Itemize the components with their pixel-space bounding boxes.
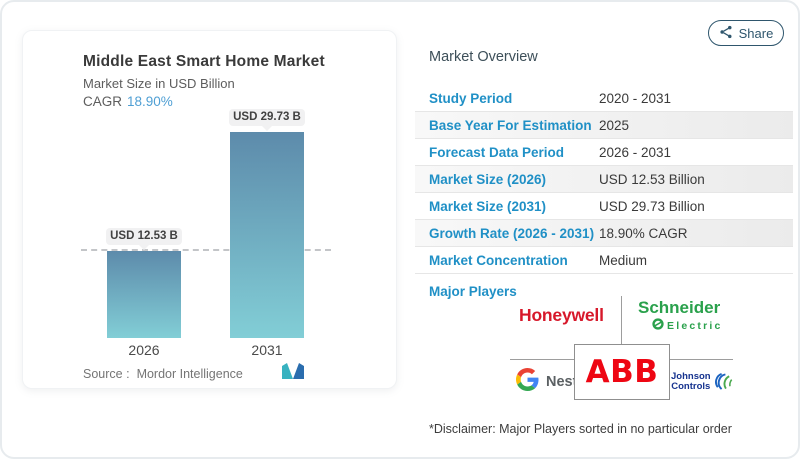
x-axis-label-2031: 2031	[251, 342, 283, 358]
chart-title: Middle East Smart Home Market	[83, 53, 325, 70]
bar-2031	[230, 132, 304, 338]
bar-value-label-2031: USD 29.73 B	[229, 109, 305, 131]
major-players-label: Major Players	[429, 284, 517, 299]
schneider-wordmark: Schneider	[638, 298, 721, 317]
row-label: Base Year For Estimation	[429, 117, 592, 133]
table-row: Market Concentration Medium	[415, 247, 793, 274]
chart-card: Middle East Smart Home Market Market Siz…	[22, 30, 397, 389]
johnson-controls-logo: Johnson Controls	[671, 372, 733, 396]
row-value: USD 29.73 Billion	[599, 198, 705, 214]
row-label: Study Period	[429, 90, 513, 106]
bar-value-label-2026: USD 12.53 B	[106, 228, 182, 250]
x-axis-label-2026: 2026	[128, 342, 160, 358]
table-row: Study Period 2020 - 2031	[415, 85, 793, 112]
source-name: Mordor Intelligence	[136, 367, 243, 381]
row-value: 18.90% CAGR	[599, 225, 688, 241]
connector-line-right	[670, 359, 733, 360]
share-button[interactable]: Share	[708, 20, 784, 46]
bar-2026	[107, 251, 181, 338]
table-row: Market Size (2026) USD 12.53 Billion	[415, 166, 793, 193]
schneider-electric-logo: Schneider Electric	[638, 298, 723, 335]
row-label: Market Size (2031)	[429, 198, 547, 214]
panel-heading: Market Overview	[429, 49, 538, 65]
disclaimer-text: *Disclaimer: Major Players sorted in no …	[429, 422, 732, 436]
schneider-ring-icon	[652, 317, 664, 335]
row-value: 2025	[599, 117, 630, 133]
source-line: Source : Mordor Intelligence	[83, 367, 243, 381]
google-nest-logo: Nest	[516, 368, 577, 396]
table-row: Growth Rate (2026 - 2031) 18.90% CAGR	[415, 220, 793, 247]
row-value: Medium	[599, 252, 648, 268]
share-button-label: Share	[738, 25, 774, 41]
share-icon	[719, 25, 733, 42]
cagr-value: 18.90%	[127, 94, 173, 109]
row-value: 2020 - 2031	[599, 90, 672, 106]
nest-wordmark: Nest	[546, 374, 578, 390]
cagr-label: CAGR	[83, 94, 123, 109]
controls-text: Controls	[671, 381, 711, 392]
chart-subtitle: Market Size in USD Billion	[83, 76, 235, 91]
johnson-controls-globe-icon	[714, 372, 733, 396]
abb-logo: ABB	[574, 344, 670, 400]
connector-line-vertical	[621, 296, 622, 344]
connector-line-left	[510, 359, 574, 360]
row-value: USD 12.53 Billion	[599, 171, 705, 187]
google-g-icon	[516, 368, 539, 396]
abb-wordmark: ABB	[585, 353, 659, 390]
reference-line	[81, 249, 331, 251]
honeywell-logo: Honeywell	[519, 305, 604, 325]
table-row: Market Size (2031) USD 29.73 Billion	[415, 193, 793, 220]
table-row: Forecast Data Period 2026 - 2031	[415, 139, 793, 166]
source-label: Source :	[83, 367, 130, 381]
table-row: Base Year For Estimation 2025	[415, 112, 793, 139]
row-label: Market Concentration	[429, 252, 568, 268]
johnson-text: Johnson	[671, 371, 711, 382]
row-label: Market Size (2026)	[429, 171, 547, 187]
row-label: Growth Rate (2026 - 2031)	[429, 225, 595, 241]
row-label: Forecast Data Period	[429, 144, 565, 160]
chart-cagr: CAGR 18.90%	[83, 94, 173, 109]
overview-table: Study Period 2020 - 2031 Base Year For E…	[415, 85, 793, 274]
row-value: 2026 - 2031	[599, 144, 672, 160]
mordor-intelligence-logo-icon	[281, 363, 305, 385]
schneider-electric-text: Electric	[667, 320, 723, 332]
